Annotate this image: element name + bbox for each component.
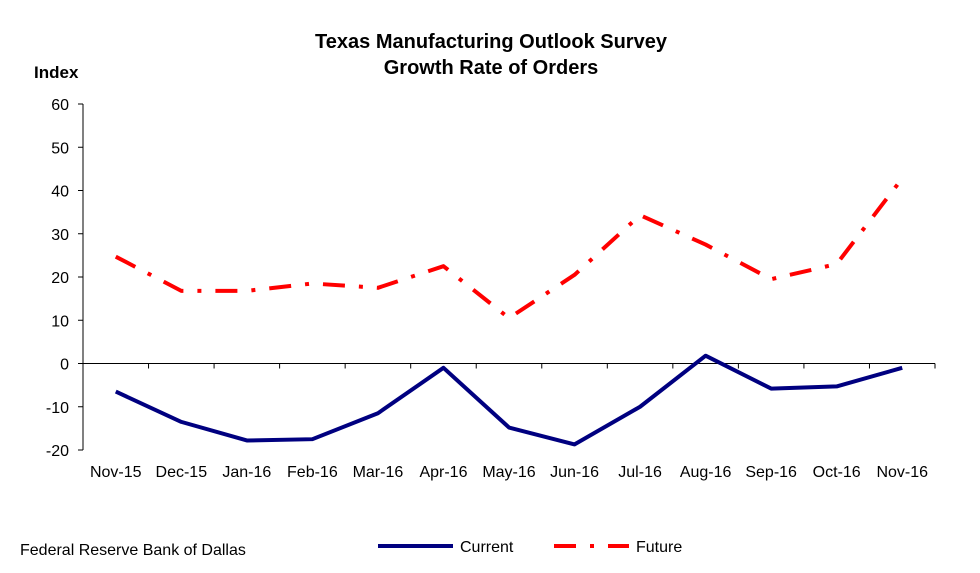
data-point-future [835, 262, 839, 266]
x-tick-label: Oct-16 [813, 464, 861, 481]
y-tick-label: 50 [51, 140, 69, 157]
x-tick-label: Dec-15 [156, 464, 208, 481]
x-tick-label: Sep-16 [745, 464, 797, 481]
y-tick-label: 30 [51, 227, 69, 244]
axes: 60 50 40 30 20 10 0 -10 -20 Nov-15 Dec-15 Jan-16 Feb… [46, 97, 936, 481]
data-point-future [114, 255, 118, 259]
series-layer [114, 176, 904, 447]
source-note: Federal Reserve Bank of Dallas [20, 542, 246, 559]
data-point-future [573, 273, 577, 277]
y-tick-label: -10 [46, 400, 69, 417]
x-tick-label: Jan-16 [222, 464, 271, 481]
data-point-current [376, 411, 380, 415]
x-tick-label: Nov-16 [876, 464, 928, 481]
data-point-future [638, 213, 642, 217]
data-point-current [573, 442, 577, 446]
data-point-current [507, 426, 511, 430]
x-tick-label: Apr-16 [419, 464, 467, 481]
data-point-current [179, 420, 183, 424]
data-point-future [507, 316, 511, 320]
data-point-future [376, 286, 380, 290]
x-tick-label: Aug-16 [680, 464, 732, 481]
data-point-current [245, 438, 249, 442]
data-point-current [310, 437, 314, 441]
y-tick-label: 60 [51, 97, 69, 114]
data-point-current [704, 354, 708, 358]
x-tick-label: Jul-16 [618, 464, 662, 481]
legend-label-future: Future [636, 539, 682, 556]
y-axis-label: Index [34, 63, 79, 82]
y-tick-label: 20 [51, 270, 69, 287]
series-line-current [114, 353, 903, 447]
data-point-future [900, 176, 904, 180]
data-point-current [769, 387, 773, 391]
data-point-current [114, 390, 118, 394]
y-tick-label: 0 [60, 357, 69, 374]
data-point-current [441, 366, 445, 370]
y-tick-label: 10 [51, 313, 69, 330]
data-point-current [638, 405, 642, 409]
data-point-future [769, 277, 773, 281]
legend: Current Future [378, 539, 682, 556]
legend-label-current: Current [460, 539, 514, 556]
chart-subtitle: Growth Rate of Orders [384, 57, 598, 79]
y-tick-label: -20 [46, 443, 69, 460]
data-point-future [441, 264, 445, 268]
y-tick-label: 40 [51, 184, 69, 201]
data-point-future [310, 281, 314, 285]
data-point-current [835, 384, 839, 388]
data-point-future [704, 243, 708, 247]
x-tick-label: May-16 [482, 464, 535, 481]
series-line-future [114, 177, 904, 321]
x-tick-label: Feb-16 [287, 464, 338, 481]
chart-title: Texas Manufacturing Outlook Survey [315, 31, 668, 53]
x-tick-label: Mar-16 [353, 464, 404, 481]
data-point-current [900, 366, 904, 370]
data-point-future [245, 289, 249, 293]
x-tick-label: Jun-16 [550, 464, 599, 481]
data-point-future [179, 289, 183, 293]
x-tick-label: Nov-15 [90, 464, 142, 481]
